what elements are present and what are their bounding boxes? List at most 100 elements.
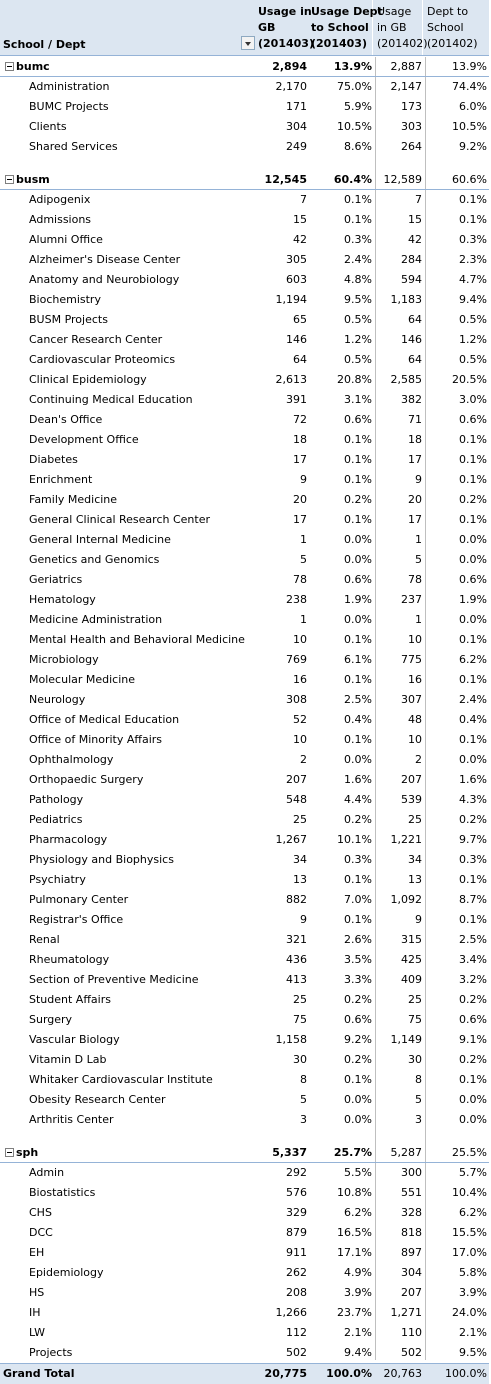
dept-row[interactable]: CHS 329 6.2% 328 6.2%: [0, 1203, 489, 1223]
pct-201403: 0.1%: [344, 673, 372, 686]
dept-row[interactable]: Neurology 308 2.5% 307 2.4%: [0, 690, 489, 710]
dept-row[interactable]: Psychiatry 13 0.1% 13 0.1%: [0, 870, 489, 890]
dept-row[interactable]: Admin 292 5.5% 300 5.7%: [0, 1163, 489, 1183]
dept-row[interactable]: BUMC Projects 171 5.9% 173 6.0%: [0, 97, 489, 117]
dept-row[interactable]: Section of Preventive Medicine 413 3.3% 409…: [0, 970, 489, 990]
dept-row[interactable]: Admissions 15 0.1% 15 0.1%: [0, 210, 489, 230]
pct-201403: 3.5%: [344, 953, 372, 966]
filter-dropdown-icon[interactable]: [241, 36, 255, 50]
dept-row[interactable]: Pediatrics 25 0.2% 25 0.2%: [0, 810, 489, 830]
dept-row[interactable]: Renal 321 2.6% 315 2.5%: [0, 930, 489, 950]
dept-row[interactable]: Adipogenix 7 0.1% 7 0.1%: [0, 190, 489, 210]
dept-row[interactable]: Dean's Office 72 0.6% 71 0.6%: [0, 410, 489, 430]
dept-row[interactable]: Student Affairs 25 0.2% 25 0.2%: [0, 990, 489, 1010]
collapse-toggle-icon[interactable]: [5, 175, 14, 184]
dept-row[interactable]: Arthritis Center 3 0.0% 3 0.0%: [0, 1110, 489, 1130]
pct-201403: 1.2%: [344, 333, 372, 346]
usage-201402: 1,092: [390, 893, 423, 906]
usage-201402: 207: [401, 1286, 422, 1299]
dept-row[interactable]: Administration 2,170 75.0% 2,147 74.4%: [0, 77, 489, 97]
dept-row[interactable]: Vascular Biology 1,158 9.2% 1,149 9.1%: [0, 1030, 489, 1050]
grand-total-row[interactable]: Grand Total 20,775 100.0% 20,763 100.0%: [0, 1363, 489, 1384]
usage-201402: 2,887: [390, 60, 423, 73]
dept-row[interactable]: Biochemistry 1,194 9.5% 1,183 9.4%: [0, 290, 489, 310]
dept-row[interactable]: Projects 502 9.4% 502 9.5%: [0, 1343, 489, 1363]
usage-201403: 911: [286, 1246, 307, 1259]
dept-row[interactable]: General Clinical Research Center 17 0.1% 17…: [0, 510, 489, 530]
dept-row[interactable]: Alumni Office 42 0.3% 42 0.3%: [0, 230, 489, 250]
dept-row[interactable]: Genetics and Genomics 5 0.0% 5 0.0%: [0, 550, 489, 570]
collapse-toggle-icon[interactable]: [5, 62, 14, 71]
col-header-usage-201403[interactable]: Usage in GB (201403): [258, 5, 314, 50]
dept-row[interactable]: Mental Health and Behavioral Medicine 10 0…: [0, 630, 489, 650]
dept-row[interactable]: LW 112 2.1% 110 2.1%: [0, 1323, 489, 1343]
dept-row[interactable]: Microbiology 769 6.1% 775 6.2%: [0, 650, 489, 670]
dept-row[interactable]: Family Medicine 20 0.2% 20 0.2%: [0, 490, 489, 510]
usage-201403: 2,613: [275, 373, 308, 386]
pct-201402: 6.2%: [459, 653, 487, 666]
pct-201403: 0.1%: [344, 873, 372, 886]
usage-201402: 818: [401, 1226, 422, 1239]
pct-201403: 2.1%: [344, 1326, 372, 1339]
dept-row[interactable]: Office of Medical Education 52 0.4% 48 0.4%: [0, 710, 489, 730]
pct-201403: 25.7%: [333, 1146, 372, 1159]
dept-row[interactable]: Surgery 75 0.6% 75 0.6%: [0, 1010, 489, 1030]
dept-row[interactable]: Obesity Research Center 5 0.0% 5 0.0%: [0, 1090, 489, 1110]
dept-row[interactable]: HS 208 3.9% 207 3.9%: [0, 1283, 489, 1303]
dept-row[interactable]: Rheumatology 436 3.5% 425 3.4%: [0, 950, 489, 970]
usage-201402: 2,147: [390, 80, 423, 93]
dept-row[interactable]: Geriatrics 78 0.6% 78 0.6%: [0, 570, 489, 590]
dept-row[interactable]: Hematology 238 1.9% 237 1.9%: [0, 590, 489, 610]
dept-row[interactable]: Clinical Epidemiology 2,613 20.8% 2,585 20.5…: [0, 370, 489, 390]
dept-row[interactable]: Alzheimer's Disease Center 305 2.4% 284 2.3%: [0, 250, 489, 270]
dept-row[interactable]: Cancer Research Center 146 1.2% 146 1.2%: [0, 330, 489, 350]
dept-row[interactable]: Biostatistics 576 10.8% 551 10.4%: [0, 1183, 489, 1203]
dept-row[interactable]: Ophthalmology 2 0.0% 2 0.0%: [0, 750, 489, 770]
pct-201403: 0.6%: [344, 573, 372, 586]
dept-row[interactable]: Continuing Medical Education 391 3.1% 382 3.…: [0, 390, 489, 410]
dept-row[interactable]: Vitamin D Lab 30 0.2% 30 0.2%: [0, 1050, 489, 1070]
usage-201403: 10: [293, 733, 307, 746]
school-row-bumc[interactable]: bumc 2,894 13.9% 2,887 13.9%: [0, 57, 489, 77]
dept-row[interactable]: Whitaker Cardiovascular Institute 8 0.1% 8 0…: [0, 1070, 489, 1090]
dept-row[interactable]: Shared Services 249 8.6% 264 9.2%: [0, 137, 489, 157]
dept-row[interactable]: DCC 879 16.5% 818 15.5%: [0, 1223, 489, 1243]
dept-row[interactable]: Enrichment 9 0.1% 9 0.1%: [0, 470, 489, 490]
usage-201402: 1,149: [390, 1033, 423, 1046]
dept-row[interactable]: EH 911 17.1% 897 17.0%: [0, 1243, 489, 1263]
collapse-toggle-icon[interactable]: [5, 1148, 14, 1157]
school-row-sph[interactable]: sph 5,337 25.7% 5,287 25.5%: [0, 1143, 489, 1163]
dept-row[interactable]: Orthopaedic Surgery 207 1.6% 207 1.6%: [0, 770, 489, 790]
dept-row[interactable]: Physiology and Biophysics 34 0.3% 34 0.3%: [0, 850, 489, 870]
pct-201403: 60.4%: [333, 173, 372, 186]
col-header-pct-201402[interactable]: Dept to School (201402): [427, 5, 478, 50]
dept-row[interactable]: Cardiovascular Proteomics 64 0.5% 64 0.5%: [0, 350, 489, 370]
dept-row[interactable]: General Internal Medicine 1 0.0% 1 0.0%: [0, 530, 489, 550]
dept-row[interactable]: Pharmacology 1,267 10.1% 1,221 9.7%: [0, 830, 489, 850]
usage-201402: 551: [401, 1186, 422, 1199]
pct-201402: 0.5%: [459, 353, 487, 366]
dept-row[interactable]: Anatomy and Neurobiology 603 4.8% 594 4.7%: [0, 270, 489, 290]
dept-row[interactable]: Molecular Medicine 16 0.1% 16 0.1%: [0, 670, 489, 690]
dept-row[interactable]: Registrar's Office 9 0.1% 9 0.1%: [0, 910, 489, 930]
dept-row[interactable]: Pathology 548 4.4% 539 4.3%: [0, 790, 489, 810]
dept-row[interactable]: Clients 304 10.5% 303 10.5%: [0, 117, 489, 137]
pct-201403: 10.8%: [337, 1186, 372, 1199]
pct-201402: 1.2%: [459, 333, 487, 346]
usage-201402: 1,271: [390, 1306, 423, 1319]
dept-row[interactable]: Office of Minority Affairs 10 0.1% 10 0.1%: [0, 730, 489, 750]
dept-row[interactable]: Pulmonary Center 882 7.0% 1,092 8.7%: [0, 890, 489, 910]
dept-row[interactable]: IH 1,266 23.7% 1,271 24.0%: [0, 1303, 489, 1323]
pct-201403: 0.0%: [344, 753, 372, 766]
dept-row[interactable]: Epidemiology 262 4.9% 304 5.8%: [0, 1263, 489, 1283]
row-label: Cardiovascular Proteomics: [29, 353, 176, 366]
dept-row[interactable]: BUSM Projects 65 0.5% 64 0.5%: [0, 310, 489, 330]
dept-row[interactable]: Development Office 18 0.1% 18 0.1%: [0, 430, 489, 450]
dept-row[interactable]: Medicine Administration 1 0.0% 1 0.0%: [0, 610, 489, 630]
school-row-busm[interactable]: busm 12,545 60.4% 12,589 60.6%: [0, 170, 489, 190]
usage-201402: 502: [401, 1346, 422, 1359]
col-header-usage-201402[interactable]: Usage in GB (201402): [377, 0, 428, 55]
col-header-pct-201403[interactable]: Usage Dept to School (201403): [311, 0, 383, 55]
dept-row[interactable]: Diabetes 17 0.1% 17 0.1%: [0, 450, 489, 470]
usage-201403: 305: [286, 253, 307, 266]
